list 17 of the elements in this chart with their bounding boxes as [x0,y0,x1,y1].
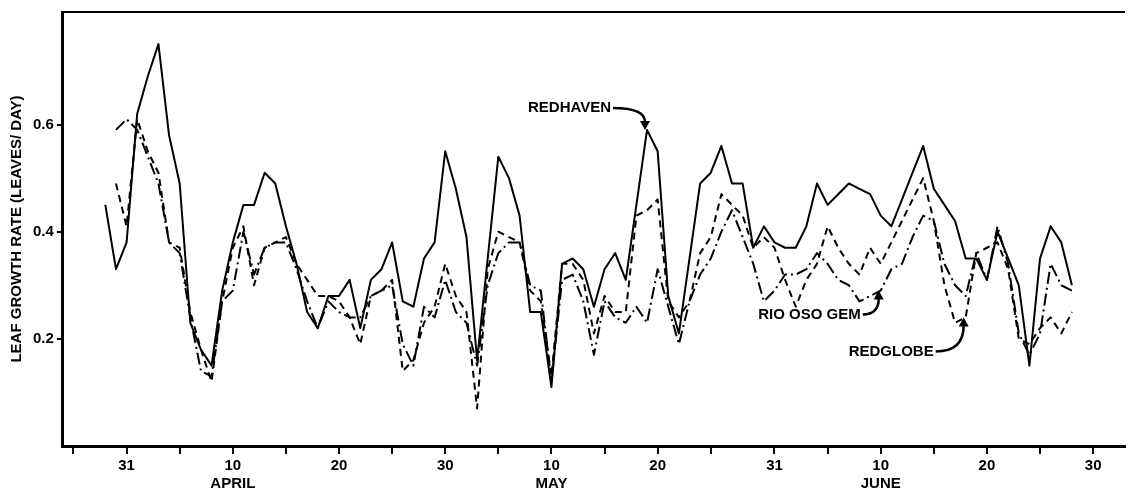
x-tick-label: 20 [649,456,666,474]
annotation: REDHAVEN [527,98,612,116]
y-tick-label: 0.4 [32,221,55,239]
x-tick-label: 10 JUNE [860,456,901,492]
x-tick-label: 31 [766,456,783,474]
x-tick-label: 10 APRIL [210,456,256,492]
y-tick-label: 0.6 [32,114,54,132]
x-tick-label: 20 [330,456,348,474]
x-tick-label: 10 MAY [535,456,568,492]
x-tick-label: 30 [436,456,454,474]
x-tick-label: 30 [1084,456,1102,474]
x-tick-label: 20 [978,456,996,474]
x-tick-label: 31 [118,456,135,474]
y-tick-label: 0.2 [32,328,54,346]
y-axis-title: LEAF GROWTH RATE (LEAVES/ DAY) [7,95,25,363]
annotation: RIO OSO GEM [758,304,861,322]
annotation: REDGLOBE [848,341,934,359]
